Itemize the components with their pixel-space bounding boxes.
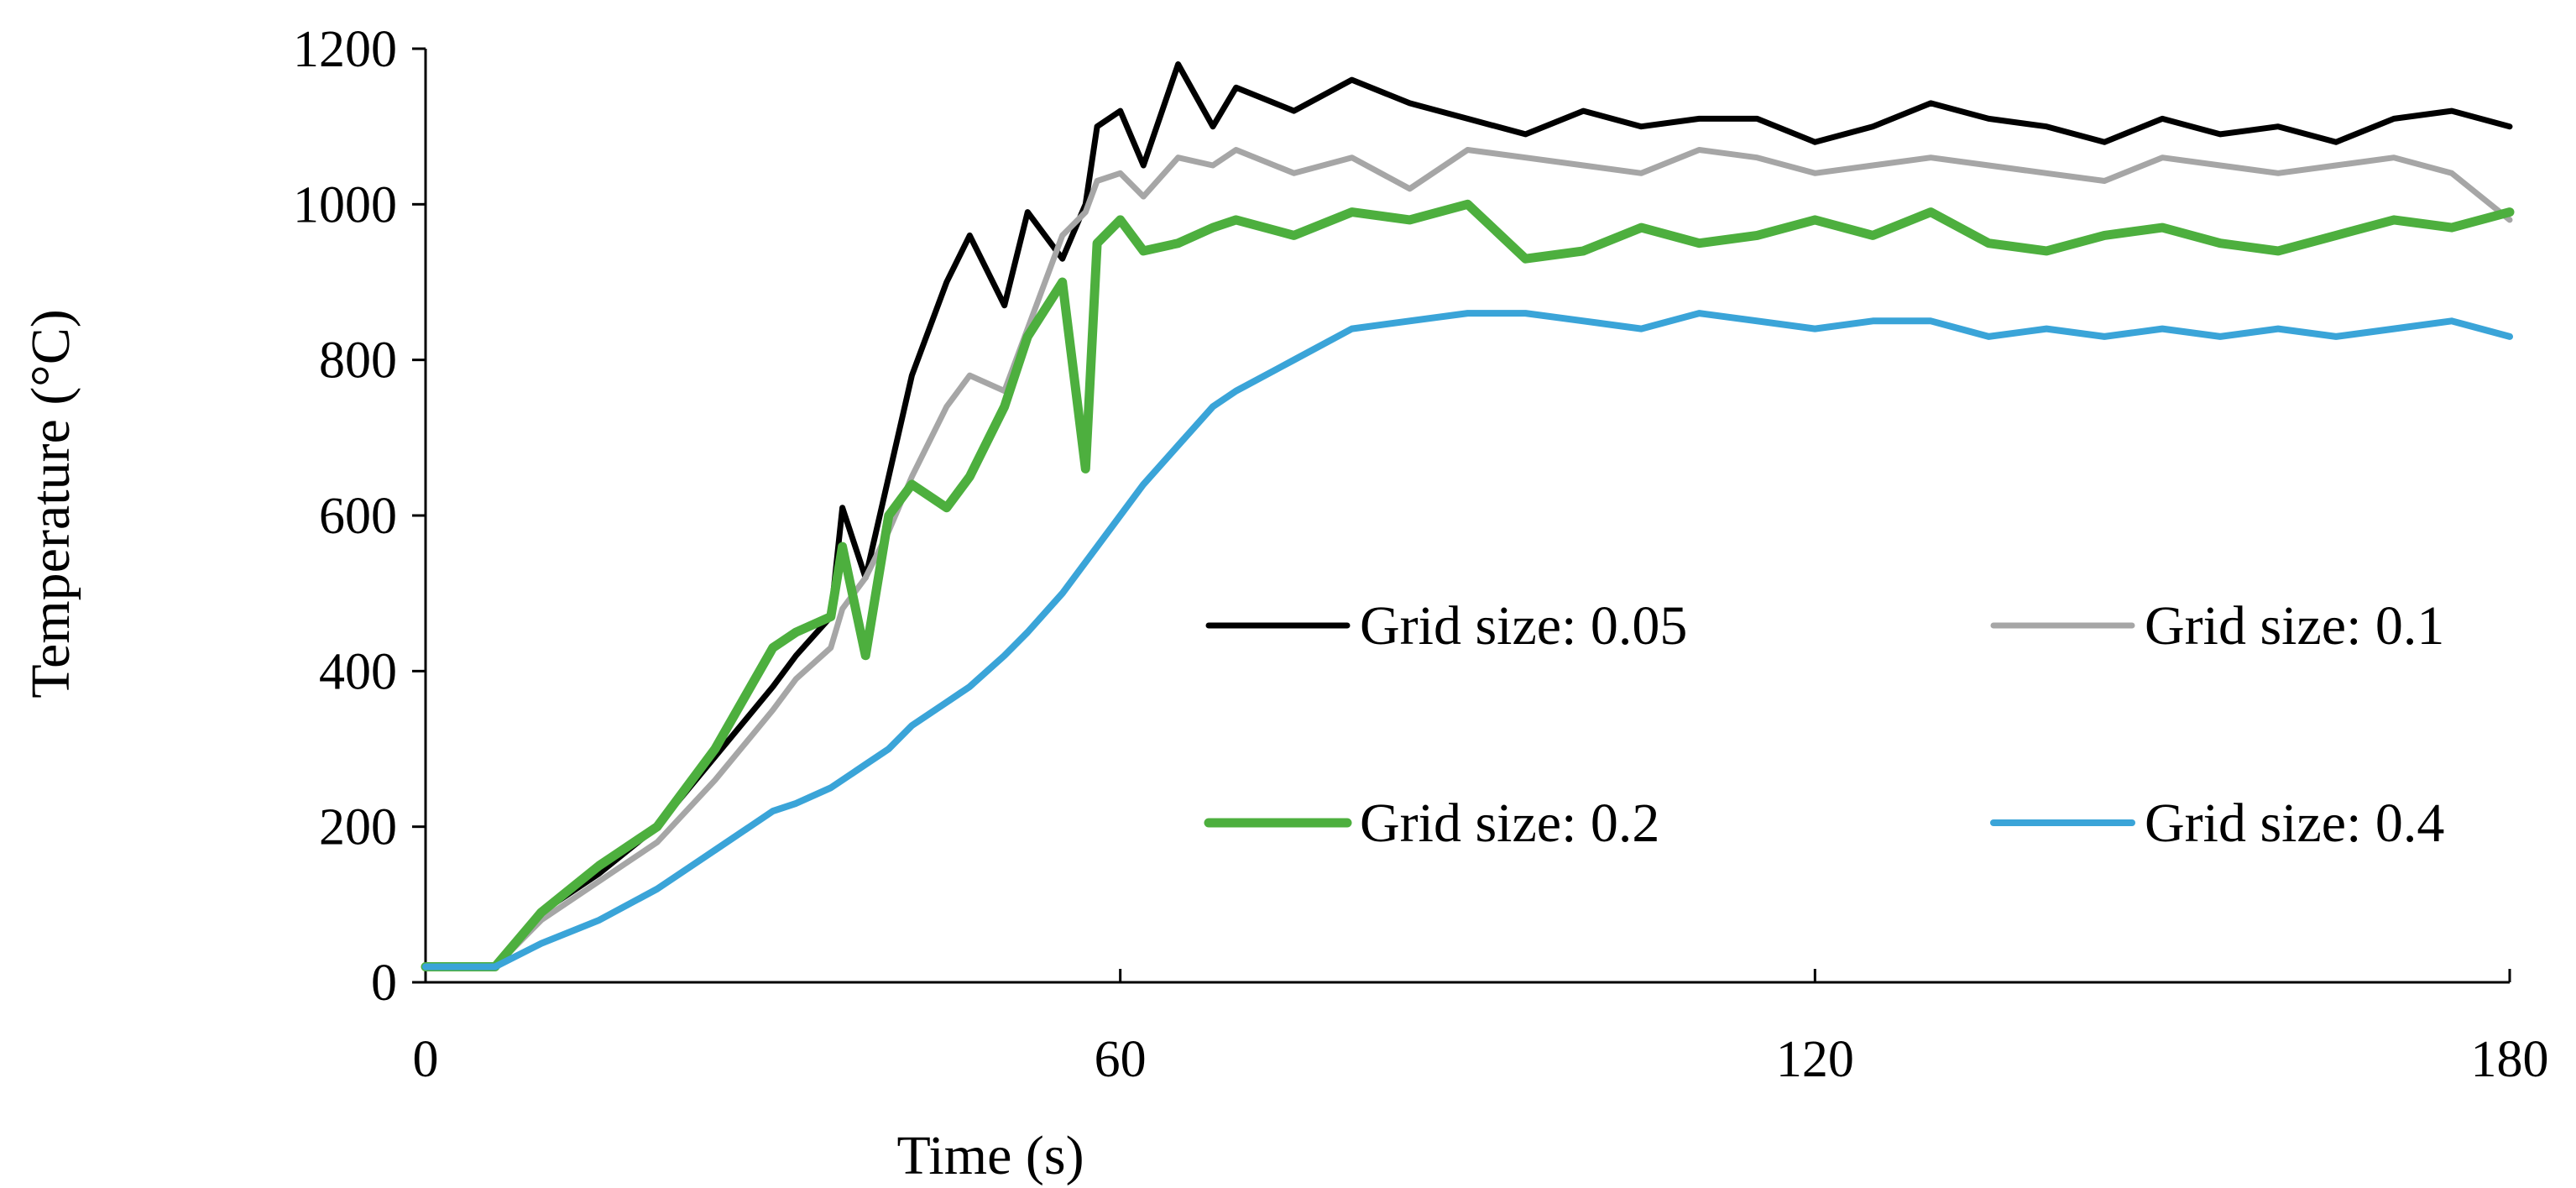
y-axis-ticks: 0 200 400 600 800 1000 1200: [293, 21, 426, 1012]
series-line-1: [422, 61, 2513, 970]
y-tick-label: 200: [319, 799, 397, 856]
y-axis-title: Temperature (°C): [20, 309, 81, 698]
x-tick-label: 120: [1776, 1031, 1854, 1088]
y-tick-label: 1000: [293, 176, 397, 233]
x-tick-label: 60: [1095, 1031, 1147, 1088]
x-tick-label: 180: [2471, 1031, 2549, 1088]
legend: Grid size: 0.05 Grid size: 0.1 Grid size: …: [1204, 595, 2444, 854]
series-line-3: [421, 199, 2515, 971]
x-axis-title: Time (s): [896, 1125, 1084, 1186]
series-line-4: [422, 310, 2513, 971]
legend-label-4: Grid size: 0.4: [2145, 793, 2444, 854]
x-tick-label: 0: [413, 1031, 439, 1088]
series-line-2: [422, 147, 2513, 970]
legend-label-2: Grid size: 0.1: [2145, 595, 2444, 657]
legend-label-1: Grid size: 0.05: [1360, 595, 1687, 657]
y-tick-label: 0: [371, 955, 397, 1012]
x-axis-ticks: 0 60 120 180: [413, 969, 2549, 1088]
y-tick-label: 800: [319, 332, 397, 390]
y-tick-label: 400: [319, 643, 397, 700]
y-tick-label: 1200: [293, 21, 397, 78]
y-tick-label: 600: [319, 488, 397, 545]
series-lines: [421, 61, 2515, 971]
legend-label-3: Grid size: 0.2: [1360, 793, 1659, 854]
